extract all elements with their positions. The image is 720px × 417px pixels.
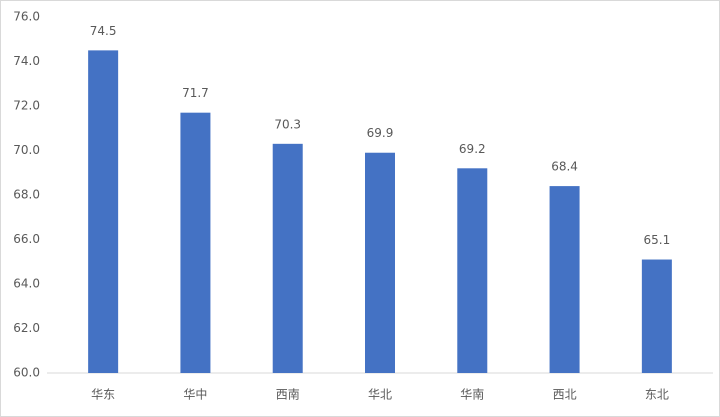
- y-tick-label: 76.0: [13, 10, 40, 24]
- bar: [180, 112, 211, 374]
- y-tick-label: 72.0: [13, 99, 40, 113]
- y-tick-label: 64.0: [13, 277, 40, 291]
- x-tick-label: 西北: [553, 388, 577, 402]
- y-tick-label: 74.0: [13, 54, 40, 68]
- x-tick-label: 华北: [368, 388, 392, 402]
- x-tick-label: 西南: [276, 387, 300, 402]
- x-tick-label: 东北: [645, 388, 669, 402]
- value-label: 71.7: [182, 86, 209, 100]
- value-label: 68.4: [551, 160, 578, 174]
- value-label: 69.2: [459, 142, 486, 156]
- bar: [641, 259, 672, 373]
- value-label: 65.1: [643, 233, 670, 247]
- bar: [365, 152, 395, 373]
- y-tick-label: 66.0: [13, 232, 40, 246]
- bar: [549, 186, 580, 373]
- value-label: 74.5: [90, 24, 117, 38]
- x-tick-label: 华中: [183, 387, 207, 402]
- x-tick-label: 华东: [91, 388, 115, 402]
- bar: [457, 168, 488, 373]
- y-tick-label: 70.0: [13, 143, 40, 157]
- y-tick-label: 60.0: [13, 366, 40, 380]
- bar: [272, 143, 303, 373]
- x-tick-label: 华南: [460, 387, 484, 402]
- bar: [88, 50, 119, 373]
- value-label: 69.9: [367, 126, 394, 140]
- y-tick-label: 62.0: [13, 321, 40, 335]
- y-tick-label: 68.0: [13, 188, 40, 202]
- value-label: 70.3: [274, 117, 301, 131]
